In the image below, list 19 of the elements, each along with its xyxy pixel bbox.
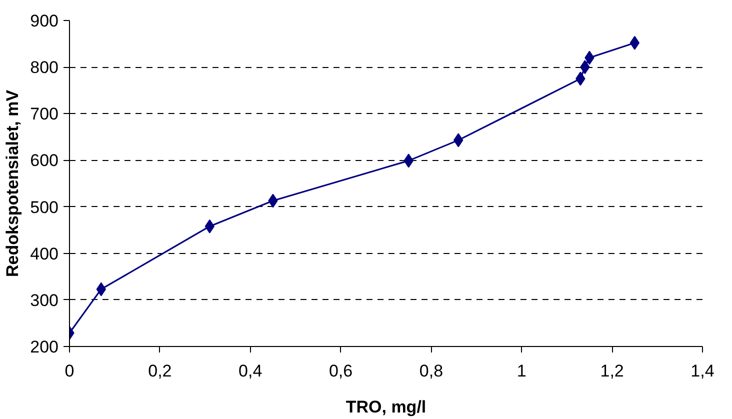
y-tick-label: 300 bbox=[30, 290, 59, 310]
y-tick-label: 900 bbox=[30, 12, 59, 30]
x-tick-label: 0,4 bbox=[238, 362, 262, 380]
y-tick-label: 500 bbox=[30, 198, 59, 217]
x-tick-label: 1,4 bbox=[690, 362, 714, 380]
y-tick-label: 400 bbox=[30, 244, 59, 264]
y-tick-label: 200 bbox=[30, 338, 59, 356]
y-tick-label: 600 bbox=[30, 151, 59, 170]
x-axis-title: TRO, mg/l bbox=[346, 398, 426, 416]
x-tick-label: 1,2 bbox=[600, 362, 624, 380]
x-tick-label: 0,2 bbox=[148, 362, 172, 380]
x-tick-label: 0,8 bbox=[419, 362, 444, 380]
x-tick-label: 0,6 bbox=[328, 362, 353, 380]
y-tick-label: 700 bbox=[30, 104, 59, 124]
y-axis-title: Redokspotensialet, mV bbox=[3, 89, 22, 278]
x-tick-label: 1 bbox=[516, 362, 526, 380]
y-tick-label: 800 bbox=[30, 58, 59, 78]
x-tick-label: 0 bbox=[64, 362, 74, 380]
point bbox=[630, 36, 640, 50]
